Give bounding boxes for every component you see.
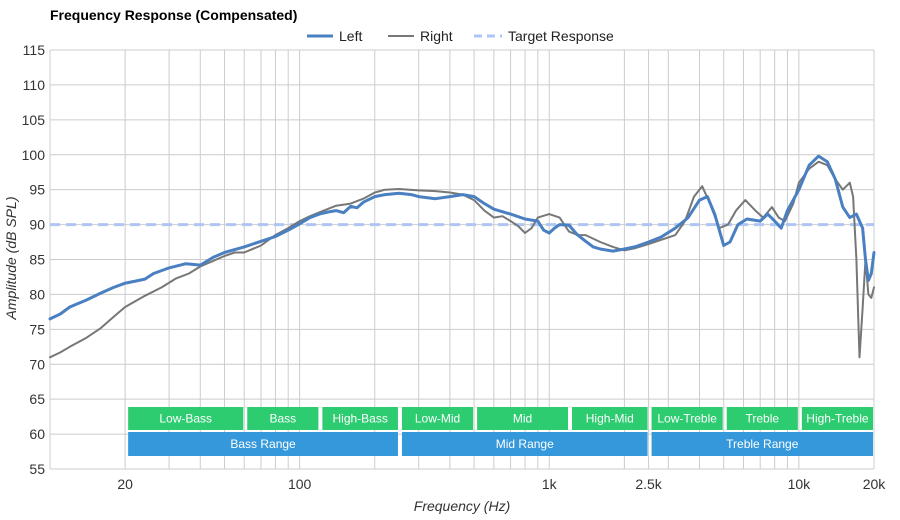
x-axis-ticks: 20 100 1k 2.5k 10k 20k [117, 476, 886, 492]
legend: Left Right Target Response [307, 28, 614, 44]
legend-label-left: Left [339, 28, 362, 44]
band-label: Mid [513, 412, 532, 426]
x-tick-label: 100 [288, 476, 312, 492]
y-tick-label: 75 [29, 321, 45, 337]
series-left [48, 154, 876, 321]
band-box [801, 407, 873, 430]
band-label: Treble [745, 412, 779, 426]
y-tick-label: 90 [29, 217, 45, 233]
chart-title: Frequency Response (Compensated) [50, 7, 297, 23]
y-tick-label: 95 [29, 182, 45, 198]
legend-item-target[interactable]: Target Response [474, 28, 614, 44]
range-bass-range: Bass Range [128, 432, 398, 456]
legend-label-right: Right [420, 28, 453, 44]
y-tick-label: 60 [29, 426, 45, 442]
band-high-mid: High-Mid [572, 407, 648, 430]
band-label: Low-Treble [657, 412, 717, 426]
x-tick-label: 20k [863, 476, 887, 492]
band-box [477, 407, 569, 430]
y-tick-label: 105 [22, 112, 46, 128]
x-tick-label: 10k [788, 476, 812, 492]
band-label: Low-Bass [159, 412, 212, 426]
band-low-bass: Low-Bass [128, 407, 244, 430]
range-mid-range: Mid Range [401, 432, 648, 456]
series-lines [48, 154, 876, 359]
band-low-treble: Low-Treble [651, 407, 723, 430]
band-treble: Treble [726, 407, 798, 430]
x-tick-label: 2.5k [635, 476, 662, 492]
band-box [651, 407, 723, 430]
band-label: Bass Range [230, 437, 296, 451]
band-box [247, 407, 319, 430]
band-box [726, 407, 798, 430]
legend-item-right[interactable]: Right [388, 28, 453, 44]
band-high-treble: High-Treble [801, 407, 873, 430]
legend-item-left[interactable]: Left [307, 28, 362, 44]
range-treble-range: Treble Range [651, 432, 873, 456]
band-label: Treble Range [726, 437, 799, 451]
y-tick-label: 70 [29, 356, 45, 372]
band-box [128, 432, 398, 456]
x-tick-label: 1k [542, 476, 558, 492]
band-box [322, 407, 398, 430]
y-tick-label: 100 [22, 147, 46, 163]
band-label: High-Mid [586, 412, 634, 426]
y-axis-ticks: 55 60 65 70 75 80 85 90 95 100 105 110 115 [22, 42, 46, 477]
band-label: High-Treble [806, 412, 869, 426]
band-label: Mid Range [496, 437, 554, 451]
band-box [401, 407, 474, 430]
band-box [128, 407, 244, 430]
band-low-mid: Low-Mid [401, 407, 474, 430]
band-bass: Bass [247, 407, 319, 430]
y-tick-label: 115 [23, 42, 46, 58]
x-tick-label: 20 [117, 476, 133, 492]
band-box [572, 407, 648, 430]
y-tick-label: 110 [23, 77, 46, 93]
band-mid: Mid [477, 407, 569, 430]
frequency-bands: Low-Bass Bass High-Bass Low-Mid Mid High-Mid L… [128, 407, 873, 456]
grid [49, 49, 875, 470]
band-label: Low-Mid [415, 412, 460, 426]
band-box [401, 432, 648, 456]
y-tick-label: 85 [29, 252, 45, 268]
band-label: Bass [269, 412, 296, 426]
y-tick-label: 80 [29, 286, 45, 302]
y-tick-label: 65 [29, 391, 45, 407]
y-tick-label: 55 [29, 461, 45, 477]
band-label: High-Bass [332, 412, 387, 426]
x-axis-label: Frequency (Hz) [414, 498, 510, 514]
band-box [651, 432, 873, 456]
legend-label-target: Target Response [508, 28, 614, 44]
band-high-bass: High-Bass [322, 407, 398, 430]
y-axis-label: Amplitude (dB SPL) [3, 197, 19, 321]
